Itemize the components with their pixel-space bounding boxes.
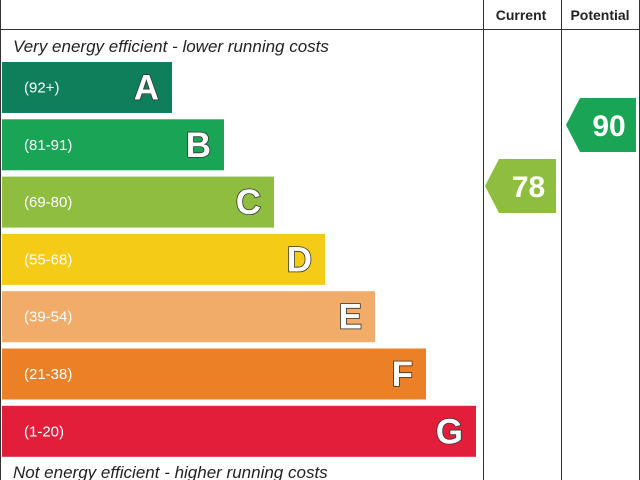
- band-range-f: (21-38): [24, 366, 72, 383]
- top-caption: Very energy efficient - lower running co…: [13, 37, 329, 56]
- band-letter-f: F: [392, 355, 413, 394]
- rating-markers: 78 90: [485, 98, 636, 213]
- band-bar-e: [2, 291, 375, 343]
- band-range-g: (1-20): [24, 423, 64, 440]
- band-letter-c: C: [236, 183, 261, 222]
- bottom-caption: Not energy efficient - higher running co…: [13, 463, 328, 480]
- band-bar-d: [2, 233, 325, 285]
- potential-rating-arrow: [566, 98, 636, 152]
- band-bar-b: [2, 119, 224, 171]
- band-bar-g: [2, 405, 476, 457]
- band-letter-e: E: [339, 298, 362, 337]
- band-letter-g: G: [436, 412, 463, 451]
- rating-bands: (92+) A (81-91) B (69-80) C (55-68) D (39-54) E (2…: [2, 62, 476, 457]
- current-column-header: Current: [496, 7, 547, 23]
- current-rating-value: 78: [512, 171, 545, 204]
- band-bar-c: [2, 176, 274, 228]
- current-rating-arrow: [485, 159, 556, 213]
- band-range-c: (69-80): [24, 194, 72, 211]
- potential-column-header: Potential: [570, 7, 629, 23]
- potential-rating-value: 90: [592, 110, 625, 143]
- band-range-b: (81-91): [24, 137, 72, 154]
- band-range-e: (39-54): [24, 309, 72, 326]
- band-range-d: (55-68): [24, 251, 72, 268]
- band-bar-a: [2, 62, 172, 113]
- band-letter-d: D: [287, 240, 312, 279]
- band-range-a: (92+): [24, 80, 59, 97]
- band-letter-b: B: [186, 126, 211, 165]
- band-letter-a: A: [134, 69, 159, 108]
- band-bar-f: [2, 348, 426, 400]
